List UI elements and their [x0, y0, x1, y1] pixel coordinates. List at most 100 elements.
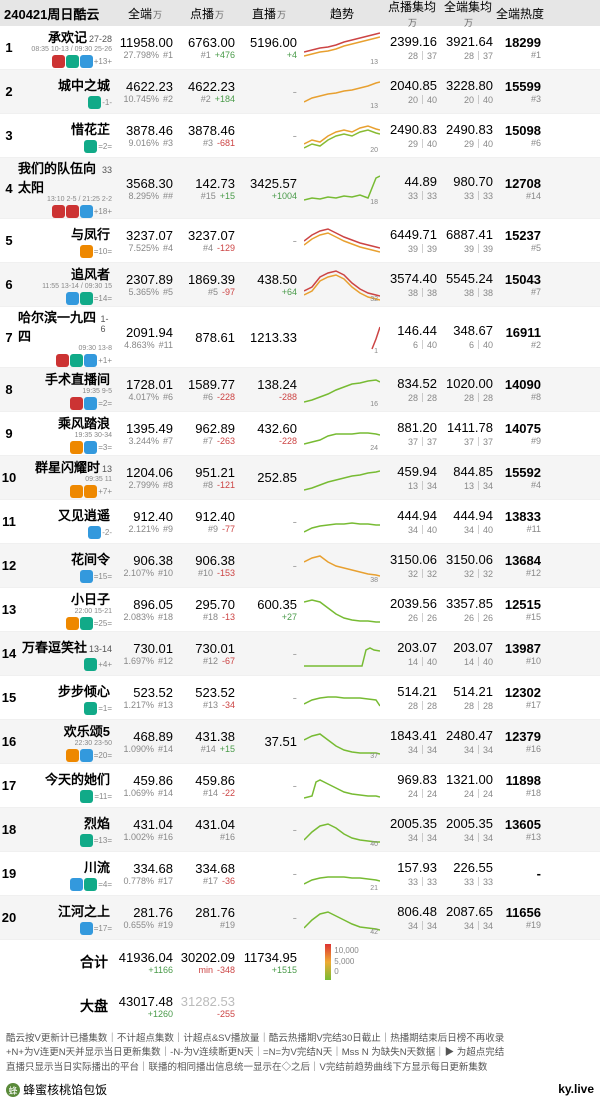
rank: 2	[0, 70, 18, 113]
col-trend: 趋势	[300, 5, 384, 22]
platform-icon	[80, 749, 93, 762]
trend-chart: 42	[300, 896, 384, 939]
dbavg-cell: 2490.8329｜40	[384, 114, 440, 157]
trend-chart: 38	[300, 544, 384, 587]
dbavg-cell: 459.9413｜34	[384, 456, 440, 499]
rank: 15	[0, 676, 18, 719]
trend-chart	[300, 632, 384, 675]
db-cell: 1589.77#6-228	[176, 368, 238, 411]
dbavg-cell: 444.9434｜40	[384, 500, 440, 543]
db-cell: 906.38#10-153	[176, 544, 238, 587]
rank: 5	[0, 219, 18, 262]
platform-icon	[84, 397, 97, 410]
platform-icon	[56, 354, 69, 367]
svg-text:37: 37	[370, 753, 378, 760]
show-title: 欢乐颂5	[64, 721, 110, 740]
db-cell: 1869.39#5-97	[176, 263, 238, 306]
show-title: 烈焰	[84, 813, 110, 832]
footer-brand: 蜂 蜂蜜核桃馅包饭 ky.live	[0, 1079, 600, 1100]
qdavg-cell: 1020.0028｜28	[440, 368, 496, 411]
qd-cell: 3878.469.016%#3	[114, 114, 176, 157]
zb-cell: -	[238, 500, 300, 543]
svg-text:32: 32	[370, 296, 378, 303]
sum-zb: 11734.95	[244, 950, 297, 965]
title-block: 手术直播间 19:35 9-5 =2=	[18, 368, 114, 411]
platform-icon	[84, 485, 97, 498]
qdavg-cell: 6887.4139｜39	[440, 219, 496, 262]
show-title: 乘风踏浪	[58, 413, 110, 432]
dbavg-cell: 157.9333｜33	[384, 852, 440, 895]
qdavg-cell: 844.8513｜34	[440, 456, 496, 499]
qdavg-cell: 3921.6428｜37	[440, 26, 496, 69]
platform-icon	[66, 749, 79, 762]
svg-text:16: 16	[370, 401, 378, 408]
qd-cell: 3237.077.525%#4	[114, 219, 176, 262]
svg-text:21: 21	[370, 885, 378, 892]
show-title: 我们的队伍向太阳	[18, 158, 100, 196]
qdavg-cell: 514.2128｜28	[440, 676, 496, 719]
qdavg-cell: 1411.7837｜37	[440, 412, 496, 455]
qdavg-cell: 226.5533｜33	[440, 852, 496, 895]
trend-chart: 37	[300, 720, 384, 763]
zb-cell: -	[238, 114, 300, 157]
db-cell: 431.04#16	[176, 808, 238, 851]
trend-chart: 1	[300, 307, 384, 367]
trend-chart: 24	[300, 412, 384, 455]
rank: 9	[0, 412, 18, 455]
show-title: 又见逍遥	[58, 505, 110, 524]
platform-icon	[80, 205, 93, 218]
col-dianbo: 点播万	[176, 5, 238, 22]
heat-cell: 12708#14	[496, 158, 544, 218]
title-block: 花间令 =15=	[18, 544, 114, 587]
table-row: 3 惜花芷 =2= 3878.469.016%#3 3878.46#3-681 …	[0, 114, 600, 158]
platform-icon	[70, 485, 83, 498]
dbavg-cell: 146.446｜40	[384, 307, 440, 367]
qdavg-cell: 348.676｜40	[440, 307, 496, 367]
db-cell: 142.73#15+15	[176, 158, 238, 218]
db-cell: 912.40#9-77	[176, 500, 238, 543]
heat-cell: 15043#7	[496, 263, 544, 306]
heat-cell: 15599#3	[496, 70, 544, 113]
dbavg-cell: 44.8933｜33	[384, 158, 440, 218]
heat-cell: 13987#10	[496, 632, 544, 675]
zb-cell: -	[238, 808, 300, 851]
dbavg-cell: 2040.8520｜40	[384, 70, 440, 113]
platform-icon	[70, 441, 83, 454]
rank: 10	[0, 456, 18, 499]
heat-cell: 13684#12	[496, 544, 544, 587]
show-title: 万春逗笑社	[22, 637, 87, 656]
trend-chart	[300, 764, 384, 807]
svg-text:24: 24	[370, 445, 378, 452]
trend-chart: 20	[300, 114, 384, 157]
platform-icon	[80, 245, 93, 258]
dbavg-cell: 514.2128｜28	[384, 676, 440, 719]
qd-cell: 523.521.217%#13	[114, 676, 176, 719]
title-block: 与凤行 =10=	[18, 219, 114, 262]
trend-chart	[300, 456, 384, 499]
svg-text:38: 38	[370, 577, 378, 584]
zb-cell: 432.60-228	[238, 412, 300, 455]
table-row: 17 今天的她们 =11= 459.861.069%#14 459.86#14-…	[0, 764, 600, 808]
heat-cell: 14090#8	[496, 368, 544, 411]
qdavg-cell: 203.0714｜40	[440, 632, 496, 675]
table-row: 10 群星闪耀时13 09:35 11 +7+ 1204.062.799%#8 …	[0, 456, 600, 500]
qdavg-cell: 5545.2438｜38	[440, 263, 496, 306]
dbavg-cell: 806.4834｜34	[384, 896, 440, 939]
rank: 7	[0, 307, 18, 367]
table-row: 16 欢乐颂5 22:30 23-50 =20= 468.891.090%#14…	[0, 720, 600, 764]
zb-cell: -	[238, 632, 300, 675]
qd-cell: 3568.308.295%##	[114, 158, 176, 218]
qd-cell: 334.680.778%#17	[114, 852, 176, 895]
footer-notes: 酷云按V更新计已播集数｜不计超点集数｜计超点&SV播放量｜酷云热播期V完结30日…	[0, 1028, 600, 1079]
platform-icon	[80, 922, 93, 935]
platform-icon	[84, 441, 97, 454]
dbavg-cell: 969.8324｜24	[384, 764, 440, 807]
dbavg-cell: 2005.3534｜34	[384, 808, 440, 851]
qd-cell: 468.891.090%#14	[114, 720, 176, 763]
svg-text:42: 42	[370, 929, 378, 936]
zb-cell: 252.85	[238, 456, 300, 499]
platform-icon	[88, 526, 101, 539]
sum-db: 30202.09	[181, 950, 235, 965]
table-row: 5 与凤行 =10= 3237.077.525%#4 3237.07#4-129…	[0, 219, 600, 263]
heat-cell: 13605#13	[496, 808, 544, 851]
